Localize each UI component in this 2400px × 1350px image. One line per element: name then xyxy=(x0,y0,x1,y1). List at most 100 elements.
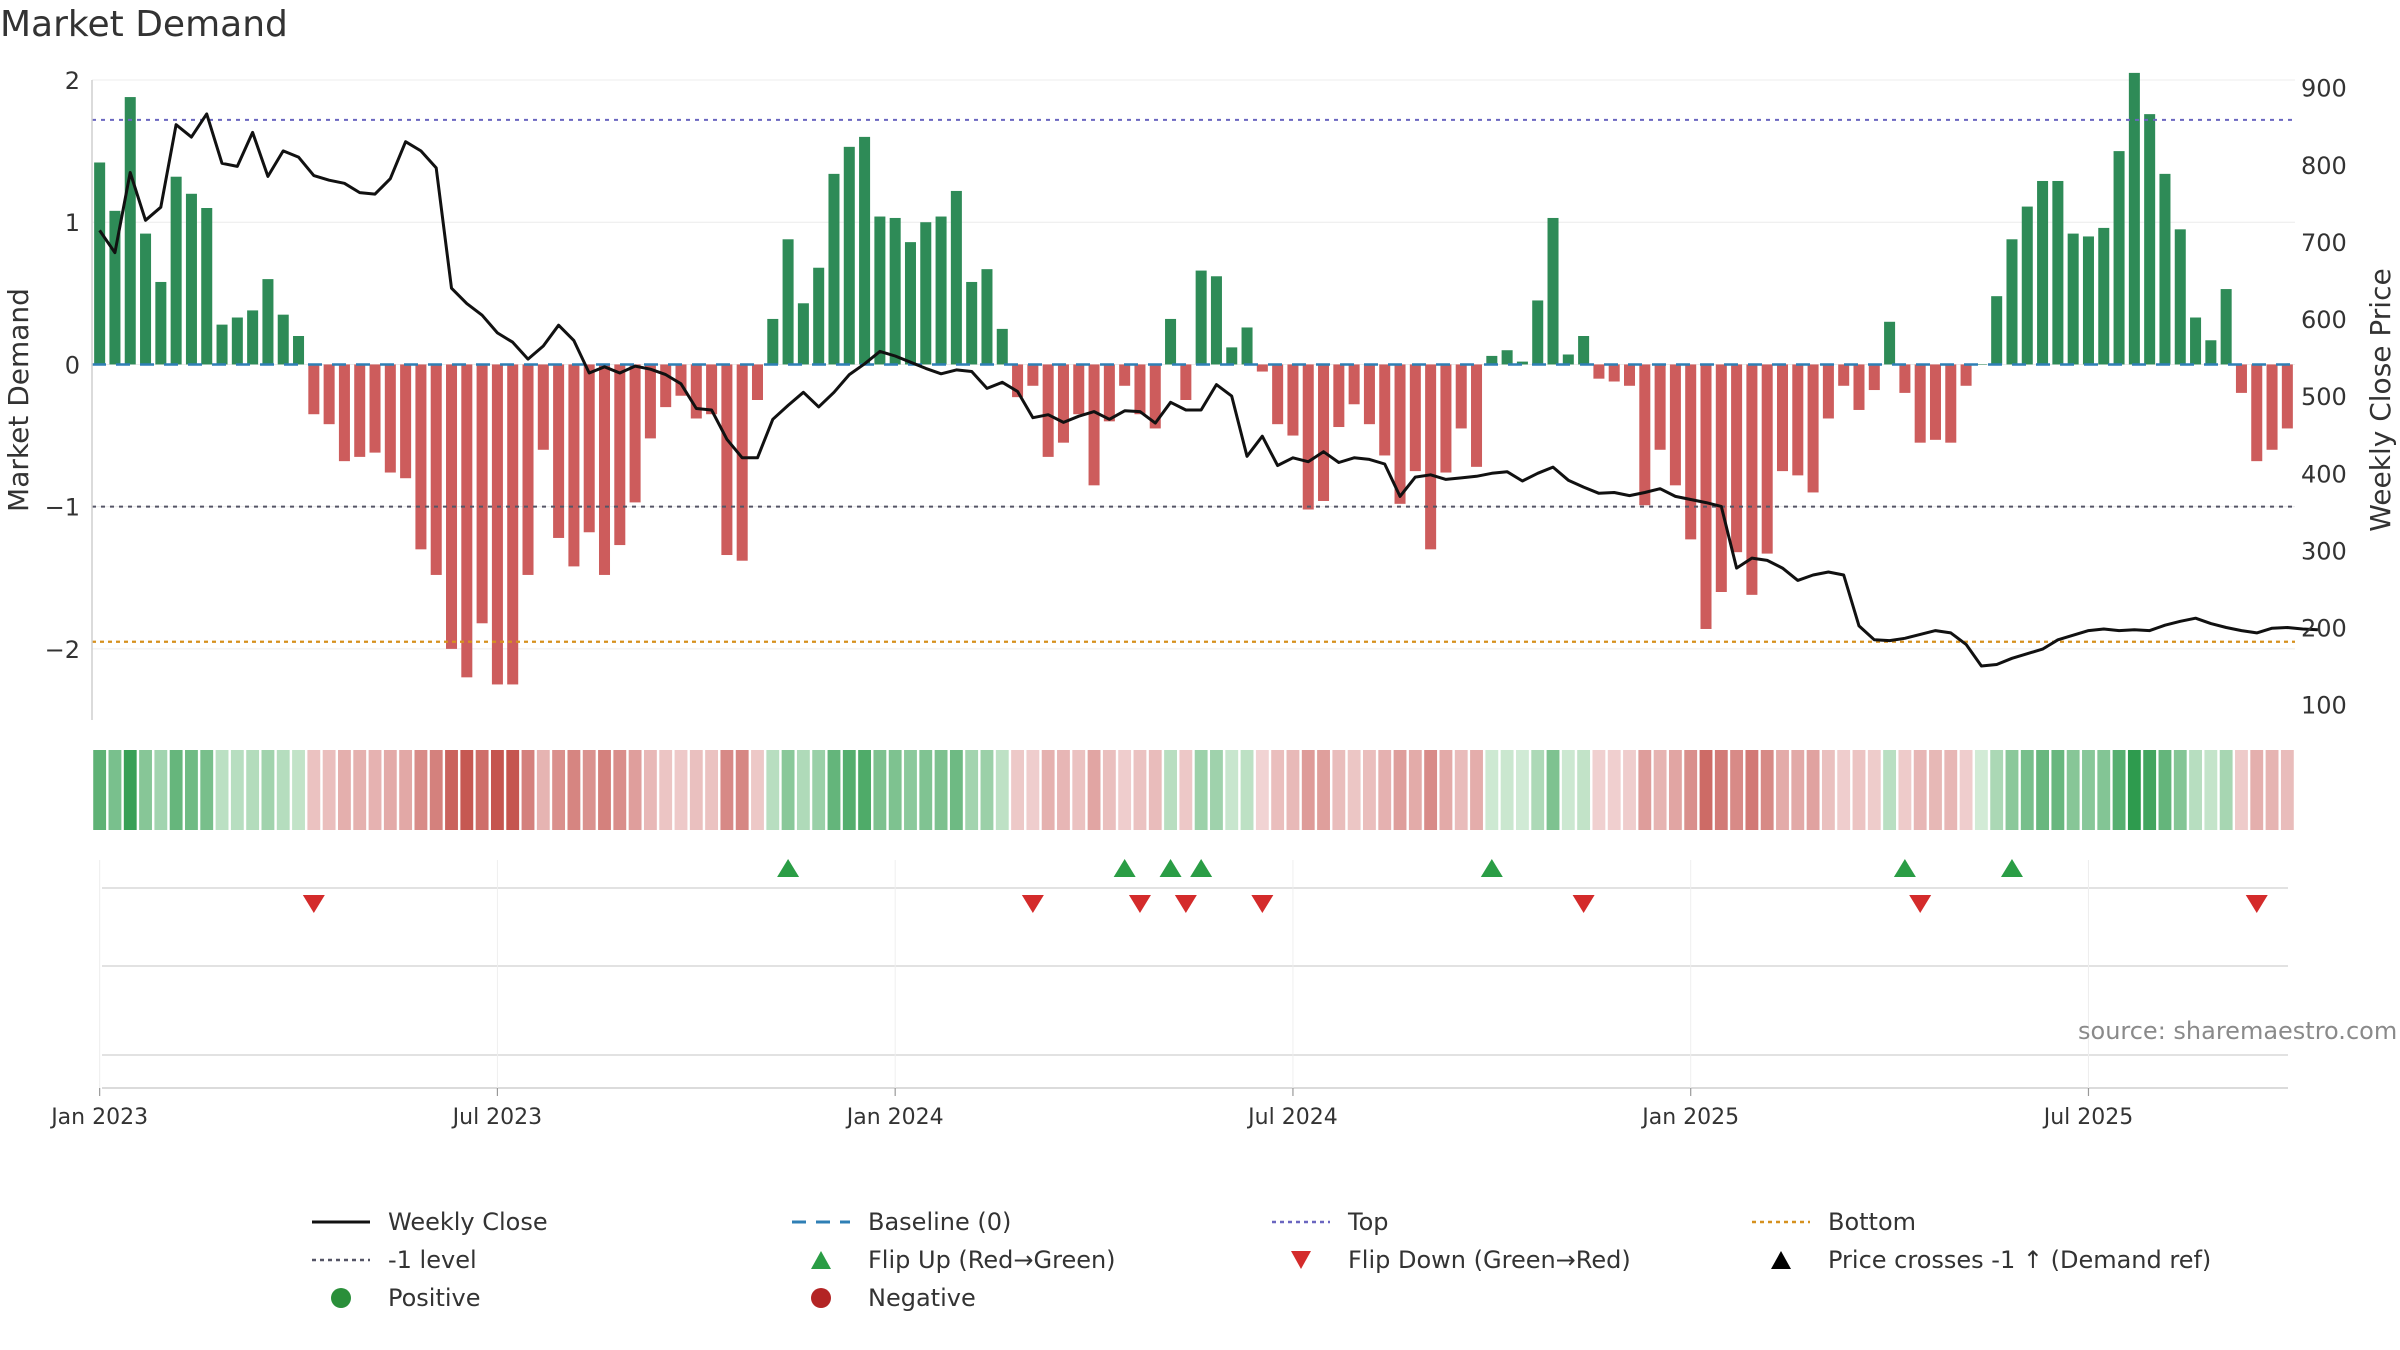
heat-strip-cell xyxy=(2173,750,2187,830)
heat-strip-cell xyxy=(2051,750,2065,830)
demand-bar xyxy=(1348,364,1360,405)
demand-bar xyxy=(889,217,901,365)
demand-bar xyxy=(277,314,289,365)
page-title: Market Demand xyxy=(0,4,288,45)
heat-strip-cell xyxy=(322,750,336,830)
heat-strip-cell xyxy=(1837,750,1851,830)
legend-price-cross-swatch xyxy=(1771,1251,1791,1269)
demand-bar xyxy=(644,364,656,439)
demand-bar xyxy=(1210,276,1222,365)
heat-strip-cell xyxy=(1332,750,1346,830)
y-tick-label: 1 xyxy=(65,209,80,237)
heat-strip xyxy=(93,750,2294,830)
heat-strip-cell xyxy=(582,750,596,830)
demand-bar xyxy=(537,364,549,450)
demand-bar xyxy=(736,364,748,561)
legend-flip-up-swatch xyxy=(811,1251,831,1269)
demand-bar xyxy=(1287,364,1299,436)
heat-strip-cell xyxy=(1776,750,1789,830)
heat-strip-cell xyxy=(93,750,107,830)
demand-bar xyxy=(446,364,458,649)
heat-strip-cell xyxy=(1515,750,1529,830)
demand-bar xyxy=(185,193,197,365)
demand-bar xyxy=(461,364,473,678)
heat-strip-cell xyxy=(873,750,887,830)
heat-strip-cell xyxy=(1531,750,1545,830)
heat-strip-cell xyxy=(1439,750,1453,830)
legend-top-label: Top xyxy=(1348,1208,1389,1236)
heat-strip-cell xyxy=(1561,750,1575,830)
heat-strip-cell xyxy=(169,750,183,830)
demand-bar xyxy=(400,364,412,479)
heat-strip-cell xyxy=(812,750,826,830)
heat-strip-cell xyxy=(1546,750,1560,830)
demand-bar xyxy=(1731,364,1743,553)
y2-tick-label: 700 xyxy=(2301,229,2347,257)
y2-tick-label: 600 xyxy=(2301,306,2347,334)
legend-negative: Negative xyxy=(790,1281,976,1315)
demand-bar xyxy=(1134,364,1146,415)
heat-strip-cell xyxy=(1194,750,1208,830)
heat-strip-cell xyxy=(292,750,305,830)
demand-bar xyxy=(476,364,488,624)
heat-strip-cell xyxy=(1653,750,1667,830)
demand-bar xyxy=(415,364,427,550)
heat-strip-cell xyxy=(904,750,917,830)
demand-bar xyxy=(1853,364,1865,410)
heat-strip-cell xyxy=(567,750,581,830)
heat-strip-cell xyxy=(1607,750,1621,830)
heat-strip-cell xyxy=(1301,750,1315,830)
demand-bar xyxy=(2251,364,2263,462)
heat-strip-cell xyxy=(965,750,979,830)
flip-up-marker xyxy=(1159,859,1182,877)
legend-bottom-label: Bottom xyxy=(1828,1208,1917,1236)
flip-up-marker xyxy=(1190,859,1213,877)
demand-bar xyxy=(1088,364,1100,486)
demand-bar xyxy=(2190,317,2202,365)
demand-bar xyxy=(1746,364,1758,595)
demand-bar xyxy=(1149,364,1161,429)
flip-up-marker xyxy=(777,859,800,877)
demand-bar xyxy=(614,364,626,546)
demand-bar xyxy=(1868,364,1880,391)
heat-strip-cell xyxy=(720,750,734,830)
demand-bar xyxy=(1838,364,1850,386)
demand-bar xyxy=(966,281,978,365)
demand-bar xyxy=(293,336,305,365)
demand-bar xyxy=(935,216,947,365)
demand-bar xyxy=(1379,364,1391,456)
demand-bar xyxy=(124,97,136,365)
demand-bar xyxy=(369,364,381,453)
heat-strip-cell xyxy=(2250,750,2264,830)
legend-flip-up: Flip Up (Red→Green) xyxy=(790,1243,1116,1277)
heat-strip-cell xyxy=(215,750,229,830)
flip-up-marker xyxy=(1480,859,1503,877)
demand-bar xyxy=(1639,364,1651,506)
demand-bar xyxy=(1272,364,1284,425)
y2-tick-label: 200 xyxy=(2301,614,2347,642)
demand-bar xyxy=(721,364,733,556)
bars-layer xyxy=(94,72,2293,685)
demand-bar xyxy=(553,364,565,538)
heat-strip-cell xyxy=(2265,750,2279,830)
heat-strip-cell xyxy=(414,750,428,830)
heat-strip-cell xyxy=(445,750,458,830)
y2-tick-label: 300 xyxy=(2301,537,2347,565)
demand-bar xyxy=(1532,300,1544,365)
heat-strip-cell xyxy=(735,750,749,830)
demand-bar xyxy=(1624,364,1636,386)
heat-strip-cell xyxy=(1898,750,1912,830)
demand-bar xyxy=(797,303,809,365)
heat-strip-cell xyxy=(307,750,321,830)
heat-strip-cell xyxy=(2082,750,2095,830)
demand-bar xyxy=(308,364,320,415)
heat-strip-cell xyxy=(2127,750,2141,830)
heat-strip-cell xyxy=(353,750,367,830)
demand-bar xyxy=(1608,364,1620,382)
demand-bar xyxy=(598,364,611,575)
flip-down-marker xyxy=(2245,895,2268,913)
demand-bar xyxy=(430,364,442,575)
heat-strip-cell xyxy=(460,750,474,830)
x-tick-label: Jan 2025 xyxy=(1640,1105,1739,1130)
heat-strip-cell xyxy=(2097,750,2111,830)
